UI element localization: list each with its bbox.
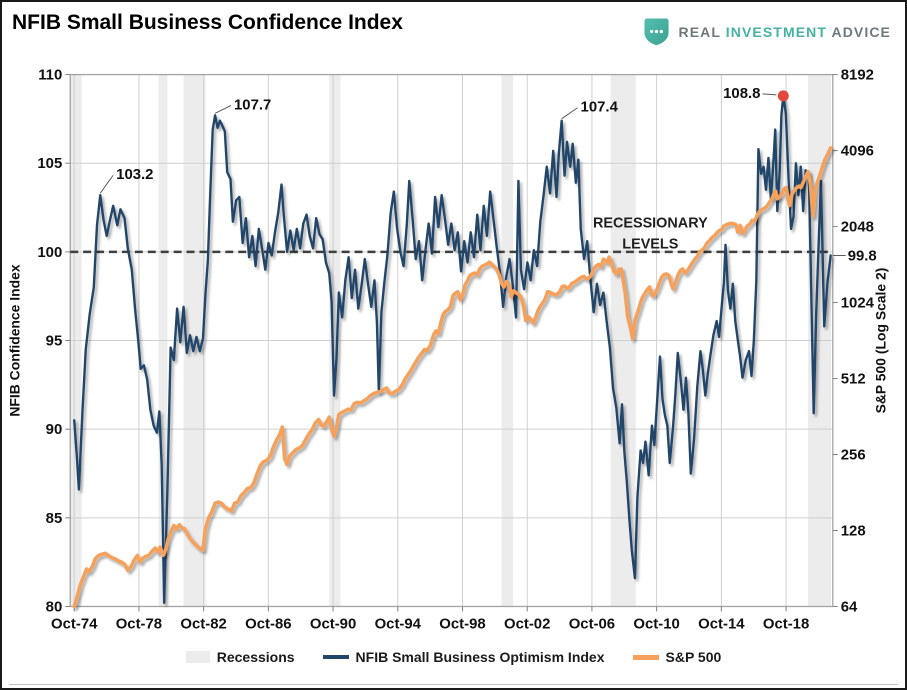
- page-title: NFIB Small Business Confidence Index: [12, 11, 403, 34]
- y-left-tick-label: 90: [46, 422, 63, 438]
- legend-label: S&P 500: [665, 649, 722, 665]
- legend-item-sp500: S&P 500: [632, 649, 722, 665]
- y-right-tick-label: 1024: [841, 296, 875, 312]
- x-tick-label: Oct-90: [310, 616, 356, 632]
- legend-label: Recessions: [216, 649, 295, 665]
- y-right-tick-label: 512: [841, 371, 866, 387]
- left-axis-title: NFIB Confidence Index: [7, 264, 23, 416]
- x-tick-label: Oct-94: [375, 616, 422, 632]
- x-tick-label: Oct-86: [245, 616, 291, 632]
- chart-legend: Recessions NFIB Small Business Optimism …: [2, 649, 905, 665]
- shield-logo-icon: [643, 18, 669, 46]
- annotation-callout: [561, 107, 578, 120]
- annotation-label: 108.8: [723, 86, 760, 102]
- brand-text: REAL INVESTMENT ADVICE: [679, 24, 891, 40]
- x-tick-label: Oct-02: [504, 616, 550, 632]
- annotation-callout: [99, 174, 114, 194]
- y-right-tick-label: 2048: [841, 220, 874, 236]
- y-left-tick-label: 100: [37, 245, 62, 261]
- y-right-tick-label: 256: [841, 447, 866, 463]
- x-tick-label: Oct-82: [180, 616, 226, 632]
- brand-word-real: REAL: [678, 24, 721, 40]
- bottom-divider: [9, 684, 898, 685]
- y-left-tick-label: 85: [46, 511, 63, 527]
- y-left-tick-label: 80: [46, 599, 63, 615]
- recession-swatch-icon: [185, 651, 210, 663]
- legend-item-nfib: NFIB Small Business Optimism Index: [322, 649, 605, 665]
- brand-word-investment: INVESTMENT: [725, 24, 828, 40]
- latest-value-label: 99.8: [848, 248, 877, 264]
- legend-label: NFIB Small Business Optimism Index: [355, 649, 605, 665]
- right-axis-title: S&P 500 (Log Scale 2): [872, 268, 888, 414]
- y-right-tick-label: 4096: [841, 144, 874, 160]
- peak-dot: [777, 90, 789, 102]
- x-tick-label: Oct-06: [569, 616, 615, 632]
- y-left-tick-label: 110: [38, 68, 62, 84]
- x-tick-label: Oct-78: [116, 616, 162, 632]
- y-right-tick-label: 64: [841, 599, 858, 615]
- recessionary-levels-label: LEVELS: [622, 237, 678, 253]
- legend-item-recessions: Recessions: [185, 649, 295, 665]
- brand-word-advice: ADVICE: [831, 24, 891, 40]
- x-tick-label: Oct-14: [698, 616, 745, 632]
- nfib-line: [73, 94, 832, 605]
- brand-logo: REAL INVESTMENT ADVICE: [643, 17, 891, 47]
- nfib-line-swatch-icon: [322, 655, 349, 659]
- annotation-label: 107.4: [581, 100, 619, 116]
- y-left-tick-label: 95: [46, 333, 63, 349]
- x-tick-label: Oct-98: [439, 616, 485, 632]
- recessionary-levels-label: RECESSIONARY: [593, 216, 708, 232]
- y-right-tick-label: 128: [841, 523, 866, 539]
- annotation-callout: [214, 104, 232, 114]
- x-tick-label: Oct-18: [763, 616, 809, 632]
- x-tick-label: Oct-74: [51, 616, 98, 632]
- x-tick-label: Oct-10: [633, 616, 679, 632]
- annotation-callout: [762, 93, 777, 96]
- sp500-line: [72, 146, 833, 609]
- annotation-label: 107.7: [234, 97, 271, 113]
- y-left-tick-label: 105: [37, 156, 62, 172]
- annotation-label: 103.2: [116, 167, 153, 183]
- sp500-line-swatch-icon: [632, 654, 659, 660]
- y-right-tick-label: 8192: [841, 68, 874, 84]
